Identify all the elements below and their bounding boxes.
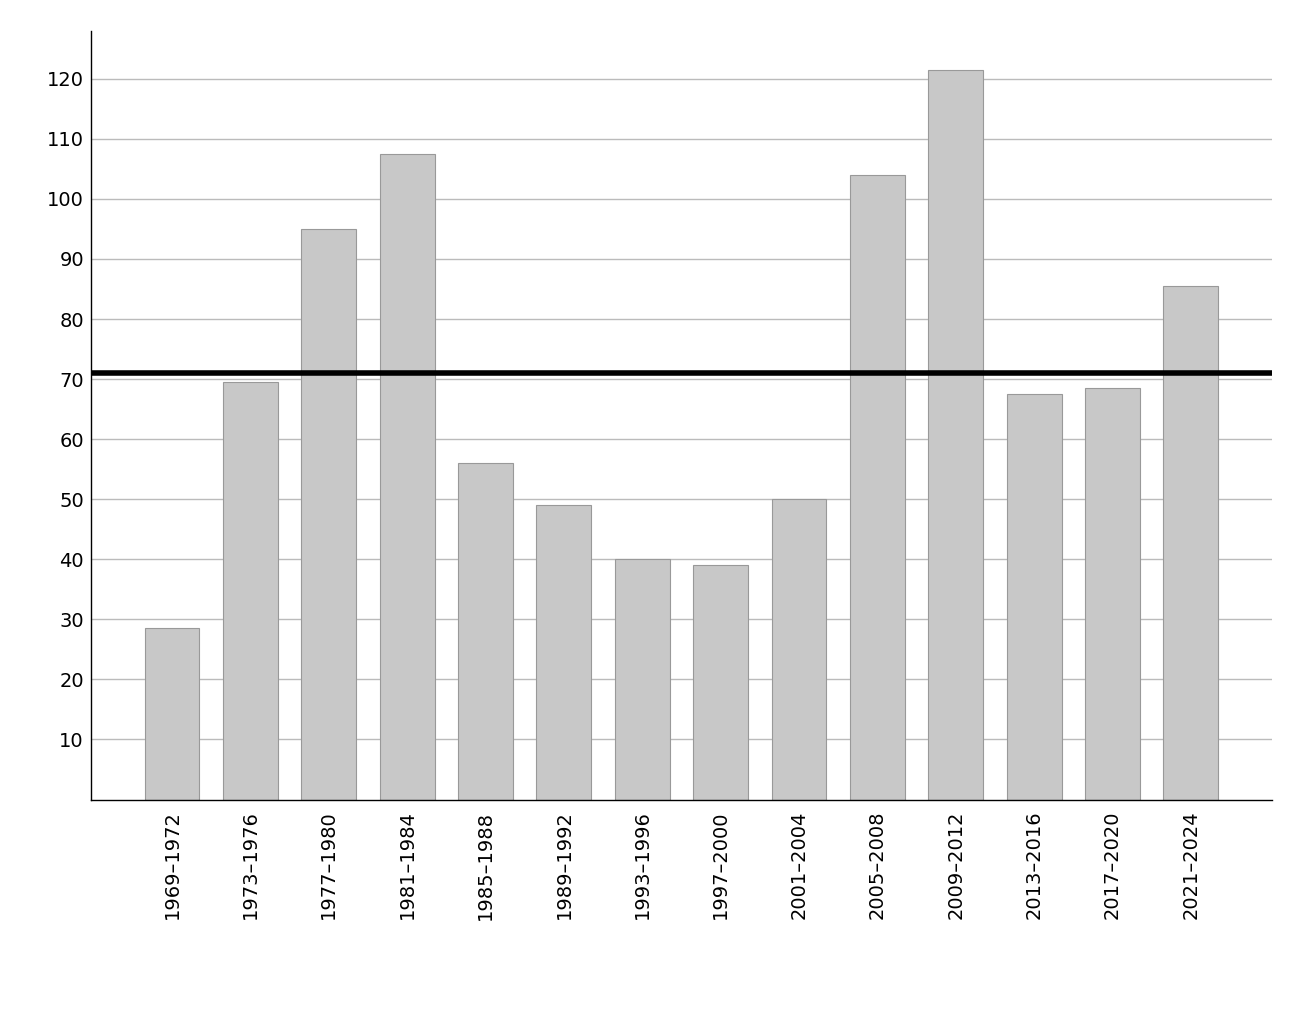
Bar: [144, 628, 200, 800]
Bar: [223, 382, 278, 800]
Bar: [771, 499, 827, 800]
Bar: [458, 463, 513, 800]
Bar: [615, 560, 670, 800]
Bar: [536, 505, 592, 800]
Bar: [380, 154, 435, 800]
Bar: [1007, 394, 1062, 800]
Bar: [928, 70, 983, 800]
Bar: [301, 229, 356, 800]
Bar: [1085, 388, 1140, 800]
Bar: [693, 565, 748, 800]
Bar: [1163, 286, 1219, 800]
Bar: [850, 175, 905, 800]
